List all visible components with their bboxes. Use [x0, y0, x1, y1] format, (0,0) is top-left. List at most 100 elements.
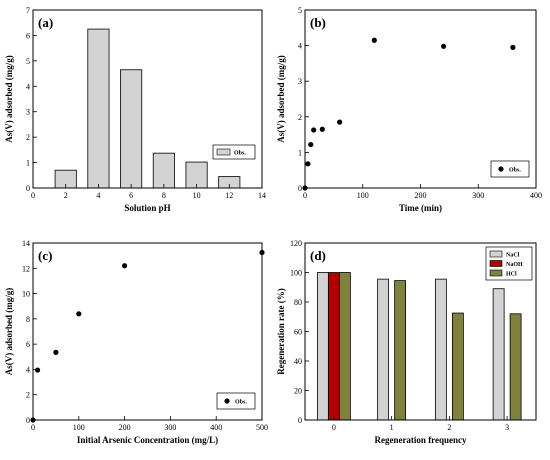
y-axis-label: As(V) adsorbed (mg/g) — [4, 288, 14, 376]
panel-label: (d) — [310, 248, 326, 263]
y-tick-label: 12 — [22, 264, 30, 273]
data-point — [319, 126, 325, 132]
y-tick-label: 2 — [298, 113, 302, 122]
x-axis-label: Solution pH — [124, 203, 170, 213]
x-tick-label: 500 — [256, 423, 268, 432]
legend-label: HCl — [506, 272, 517, 278]
y-tick-label: 20 — [294, 387, 302, 396]
legend-label: Obs. — [235, 400, 247, 406]
bar — [152, 152, 175, 189]
y-tick-label: 60 — [294, 328, 302, 337]
y-tick-label: 1 — [298, 148, 302, 157]
data-point — [510, 44, 516, 50]
legend-label: NaOH — [506, 262, 523, 268]
x-tick-label: 200 — [415, 191, 427, 200]
panel-label: (a) — [38, 15, 53, 30]
x-tick-label: 4 — [96, 191, 100, 200]
data-point — [308, 141, 314, 148]
data-point — [441, 43, 447, 49]
y-tick-label: 14 — [22, 239, 30, 248]
x-axis-label: Regeneration frequency — [374, 435, 467, 445]
y-tick-label: 4 — [298, 42, 302, 51]
y-tick-label: 40 — [294, 357, 302, 366]
y-tick-label: 4 — [26, 82, 30, 91]
legend-label: Obs. — [234, 151, 246, 157]
x-tick-label: 300 — [164, 423, 176, 432]
y-tick-label: 0 — [298, 416, 302, 425]
bar — [377, 278, 390, 421]
legend-label: NaCl — [506, 253, 520, 259]
legend-marker — [224, 398, 230, 404]
y-tick-label: 80 — [294, 298, 302, 307]
bar — [120, 69, 143, 189]
y-tick-label: 2 — [26, 133, 30, 142]
x-tick-label: 0 — [31, 191, 35, 200]
y-tick-label: 2 — [26, 391, 30, 400]
x-tick-label: 400 — [530, 191, 542, 200]
data-point — [311, 127, 317, 133]
data-point — [34, 367, 41, 373]
y-tick-label: 7 — [26, 6, 30, 15]
x-tick-label: 0 — [332, 423, 336, 432]
x-tick-label: 14 — [258, 191, 266, 200]
plot-frame — [32, 9, 263, 189]
y-tick-label: 10 — [22, 290, 30, 299]
bar — [338, 272, 351, 421]
x-tick-label: 400 — [210, 423, 222, 432]
x-axis-label: Initial Arsenic Concentration (mg/L) — [77, 435, 218, 445]
bar — [434, 278, 447, 421]
x-tick-label: 1 — [390, 423, 394, 432]
data-point — [53, 349, 59, 355]
x-tick-label: 300 — [472, 191, 484, 200]
legend-swatch — [489, 269, 503, 277]
plot-frame — [32, 242, 263, 421]
legend-swatch — [489, 260, 503, 267]
x-tick-label: 100 — [357, 191, 369, 200]
bar — [492, 288, 505, 421]
y-axis-label: Regeneration rate (%) — [276, 288, 286, 374]
x-tick-label: 0 — [31, 423, 35, 432]
y-axis-label: As(V) adsorbed (mg/g) — [4, 55, 14, 143]
y-tick-label: 6 — [26, 31, 30, 40]
legend-box — [490, 160, 530, 178]
x-tick-label: 12 — [225, 191, 233, 200]
data-point — [122, 263, 128, 269]
x-tick-label: 10 — [193, 191, 201, 200]
y-tick-label: 0 — [26, 416, 30, 425]
y-axis-label: As(V) adsorbed (mg/g) — [276, 55, 286, 143]
bar — [87, 28, 110, 189]
x-tick-label: 6 — [129, 191, 133, 200]
legend-swatch — [489, 250, 503, 258]
x-tick-label: 100 — [73, 423, 85, 432]
y-tick-label: 3 — [298, 77, 302, 86]
x-tick-label: 2 — [447, 423, 451, 432]
y-tick-label: 0 — [26, 184, 30, 193]
bar — [509, 313, 522, 421]
panel-label: (c) — [38, 248, 52, 263]
data-point — [337, 119, 343, 125]
legend-marker — [498, 166, 504, 172]
y-tick-label: 5 — [26, 57, 30, 66]
y-tick-label: 8 — [26, 315, 30, 324]
y-tick-label: 100 — [290, 269, 302, 278]
y-tick-label: 5 — [298, 6, 302, 15]
panel-label: (b) — [310, 15, 326, 30]
x-tick-label: 8 — [162, 191, 166, 200]
legend-box — [216, 392, 256, 410]
data-point — [305, 161, 311, 167]
y-tick-label: 3 — [26, 108, 30, 117]
x-tick-label: 200 — [119, 423, 131, 432]
y-tick-label: 1 — [26, 159, 30, 168]
bar — [394, 280, 407, 421]
y-tick-label: 120 — [290, 239, 302, 248]
legend-swatch — [216, 148, 231, 156]
data-point — [371, 37, 377, 43]
legend-box — [212, 144, 256, 160]
bar — [327, 272, 340, 421]
bar — [451, 312, 464, 421]
y-tick-label: 0 — [298, 184, 302, 193]
x-tick-label: 0 — [303, 191, 307, 200]
x-tick-label: 3 — [505, 423, 509, 432]
y-tick-label: 6 — [26, 340, 30, 349]
